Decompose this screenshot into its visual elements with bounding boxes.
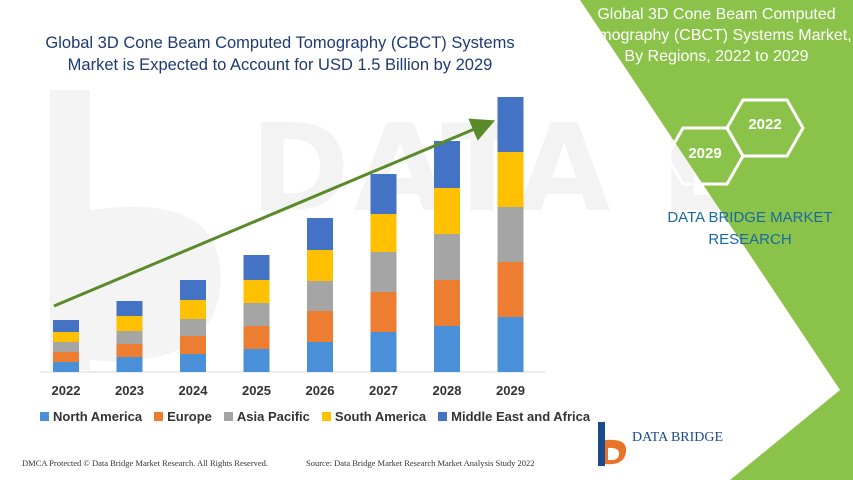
bar-segment-2027-2 [370, 252, 397, 292]
bar-segment-2027-3 [370, 214, 397, 252]
legend-item: Middle East and Africa [438, 409, 590, 424]
bar-segment-2025-0 [243, 349, 270, 372]
bar-segment-2027-0 [370, 332, 397, 372]
bar-segment-2028-0 [434, 326, 460, 372]
x-tick-label: 2027 [369, 383, 398, 398]
bar-segment-2026-1 [307, 311, 333, 342]
bar-segment-2023-2 [116, 331, 143, 344]
bar-segment-2026-0 [307, 342, 333, 372]
hexagon-label-2029: 2029 [688, 145, 722, 162]
bar-segment-2029-1 [497, 262, 524, 317]
bar-segment-2024-0 [180, 354, 206, 372]
side-panel-company: DATA BRIDGE MARKET RESEARCH [667, 209, 833, 248]
bar-segment-2029-3 [497, 152, 524, 207]
bar-segment-2029-2 [497, 207, 524, 262]
legend-label: North America [53, 409, 143, 424]
trend-arrow [53, 118, 496, 308]
chart-title: Global 3D Cone Beam Computed Tomography … [45, 34, 515, 74]
bar-segment-2024-3 [180, 300, 206, 319]
bar-segment-2022-1 [53, 352, 79, 362]
bar-segment-2025-3 [243, 280, 270, 303]
bar-segment-2027-4 [370, 174, 397, 214]
bar-segment-2024-2 [180, 319, 206, 336]
legend-label: Middle East and Africa [451, 409, 591, 424]
data-bridge-logo-text: DATA BRIDGE [632, 430, 724, 445]
legend-label: Europe [167, 409, 212, 424]
bar-segment-2028-3 [434, 188, 460, 234]
bar-segment-2029-4 [497, 97, 524, 152]
side-panel-background [580, 0, 853, 480]
bar-segment-2022-3 [53, 332, 79, 342]
bar-segment-2025-2 [243, 303, 270, 326]
legend-swatch [321, 412, 331, 421]
bar-segment-2024-1 [180, 336, 206, 354]
legend-label: South America [334, 409, 427, 424]
side-panel: Global 3D Cone Beam Computed Tomography … [540, 0, 853, 480]
bar-segment-2025-1 [243, 326, 270, 349]
x-tick-label: 2029 [496, 383, 525, 398]
footer-copyright: DMCA Protected © Data Bridge Market Rese… [22, 458, 269, 468]
bar-segment-2028-4 [434, 141, 460, 188]
legend-item: South America [321, 409, 427, 424]
bar-segment-2022-0 [53, 362, 79, 372]
bar-segment-2023-0 [116, 357, 143, 372]
legend-swatch [438, 412, 448, 421]
bar-segment-2027-1 [370, 292, 397, 332]
legend-swatch [223, 412, 233, 421]
legend-swatch [40, 412, 49, 421]
bar-segment-2024-4 [180, 280, 206, 300]
bar-segment-2022-2 [53, 342, 79, 352]
bar-segment-2025-4 [243, 255, 270, 280]
x-tick-label: 2022 [52, 383, 81, 398]
bar-segment-2023-1 [116, 344, 143, 357]
bar-segment-2029-0 [497, 317, 524, 372]
x-tick-label: 2028 [433, 383, 462, 398]
legend-item: Europe [154, 409, 212, 424]
hexagon-label-2022: 2022 [748, 116, 782, 133]
bar-segment-2026-3 [307, 250, 333, 281]
hexagon-2029 [665, 126, 745, 186]
x-tick-label: 2026 [306, 383, 335, 398]
legend-item: North America [40, 409, 142, 424]
data-bridge-logo-icon [598, 422, 627, 466]
bar-segment-2028-2 [434, 234, 460, 280]
x-tick-label: 2025 [242, 383, 271, 398]
chart-legend: North America Europe Asia Pacific South Ame… [40, 409, 590, 424]
legend-item: Asia Pacific [223, 409, 310, 424]
x-tick-label: 2023 [115, 383, 144, 398]
legend-swatch [154, 412, 164, 421]
bar-segment-2022-4 [53, 320, 79, 332]
legend-label: Asia Pacific [236, 409, 310, 424]
bar-segment-2028-1 [434, 280, 460, 326]
bar-segment-2026-4 [307, 218, 333, 250]
footer-source: Source: Data Bridge Market Research Mark… [306, 458, 535, 468]
bar-segment-2026-2 [307, 281, 333, 311]
side-panel-title: Global 3D Cone Beam Computed Tomography … [581, 6, 852, 65]
x-tick-label: 2024 [179, 383, 209, 398]
bar-segment-2023-3 [116, 316, 143, 331]
bar-segment-2023-4 [116, 301, 143, 316]
